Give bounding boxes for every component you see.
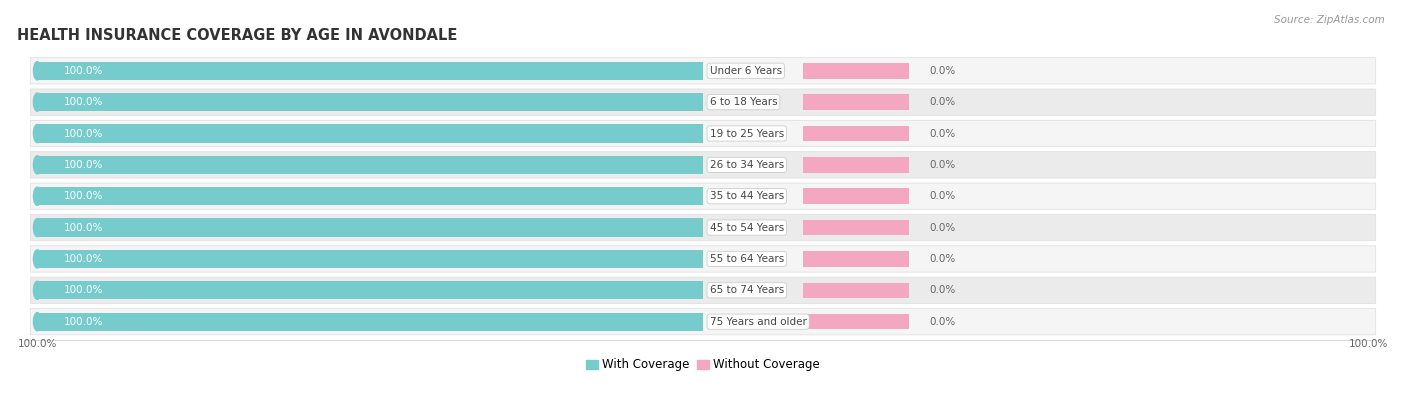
- Bar: [803, 95, 910, 110]
- Circle shape: [34, 93, 41, 111]
- Circle shape: [34, 62, 41, 80]
- Bar: [803, 188, 910, 204]
- Text: Source: ZipAtlas.com: Source: ZipAtlas.com: [1274, 15, 1385, 24]
- Text: 100.0%: 100.0%: [18, 339, 58, 349]
- Text: 100.0%: 100.0%: [63, 97, 103, 107]
- Text: 100.0%: 100.0%: [63, 66, 103, 76]
- Circle shape: [34, 218, 41, 237]
- Circle shape: [34, 250, 41, 268]
- FancyBboxPatch shape: [31, 152, 1375, 178]
- Circle shape: [34, 156, 41, 174]
- FancyBboxPatch shape: [31, 215, 1375, 241]
- Text: 100.0%: 100.0%: [63, 285, 103, 295]
- Bar: [803, 251, 910, 267]
- Text: 6 to 18 Years: 6 to 18 Years: [710, 97, 778, 107]
- FancyBboxPatch shape: [31, 89, 1375, 115]
- Text: 100.0%: 100.0%: [63, 160, 103, 170]
- FancyBboxPatch shape: [31, 183, 1375, 210]
- Bar: [38, 156, 703, 174]
- Bar: [803, 283, 910, 298]
- Bar: [38, 124, 703, 143]
- Text: 55 to 64 Years: 55 to 64 Years: [710, 254, 785, 264]
- Text: 35 to 44 Years: 35 to 44 Years: [710, 191, 785, 201]
- Text: 100.0%: 100.0%: [63, 129, 103, 139]
- Text: HEALTH INSURANCE COVERAGE BY AGE IN AVONDALE: HEALTH INSURANCE COVERAGE BY AGE IN AVON…: [17, 28, 457, 43]
- Text: 75 Years and older: 75 Years and older: [710, 317, 807, 327]
- Text: 26 to 34 Years: 26 to 34 Years: [710, 160, 785, 170]
- Text: 100.0%: 100.0%: [1348, 339, 1388, 349]
- Bar: [803, 220, 910, 235]
- FancyBboxPatch shape: [31, 120, 1375, 146]
- FancyBboxPatch shape: [31, 58, 1375, 84]
- Text: 65 to 74 Years: 65 to 74 Years: [710, 285, 785, 295]
- Bar: [38, 218, 703, 237]
- Text: 0.0%: 0.0%: [929, 129, 956, 139]
- Bar: [38, 312, 703, 331]
- Text: Under 6 Years: Under 6 Years: [710, 66, 782, 76]
- Bar: [38, 281, 703, 299]
- FancyBboxPatch shape: [31, 246, 1375, 272]
- Circle shape: [34, 312, 41, 331]
- Text: 0.0%: 0.0%: [929, 97, 956, 107]
- Bar: [803, 126, 910, 141]
- Text: 100.0%: 100.0%: [63, 191, 103, 201]
- Circle shape: [34, 281, 41, 299]
- Bar: [803, 157, 910, 173]
- FancyBboxPatch shape: [31, 277, 1375, 303]
- Text: 0.0%: 0.0%: [929, 317, 956, 327]
- Circle shape: [34, 187, 41, 205]
- Text: 0.0%: 0.0%: [929, 222, 956, 232]
- Bar: [38, 250, 703, 268]
- Text: 0.0%: 0.0%: [929, 66, 956, 76]
- FancyBboxPatch shape: [31, 308, 1375, 335]
- Bar: [38, 187, 703, 205]
- Text: 0.0%: 0.0%: [929, 191, 956, 201]
- Bar: [803, 314, 910, 330]
- Text: 100.0%: 100.0%: [63, 254, 103, 264]
- Text: 0.0%: 0.0%: [929, 254, 956, 264]
- Circle shape: [34, 124, 41, 143]
- Text: 45 to 54 Years: 45 to 54 Years: [710, 222, 785, 232]
- Text: 0.0%: 0.0%: [929, 160, 956, 170]
- Text: 100.0%: 100.0%: [63, 222, 103, 232]
- Text: 19 to 25 Years: 19 to 25 Years: [710, 129, 785, 139]
- Bar: [803, 63, 910, 78]
- Bar: [38, 93, 703, 111]
- Text: 100.0%: 100.0%: [63, 317, 103, 327]
- Legend: With Coverage, Without Coverage: With Coverage, Without Coverage: [581, 354, 825, 376]
- Text: 0.0%: 0.0%: [929, 285, 956, 295]
- Bar: [38, 62, 703, 80]
